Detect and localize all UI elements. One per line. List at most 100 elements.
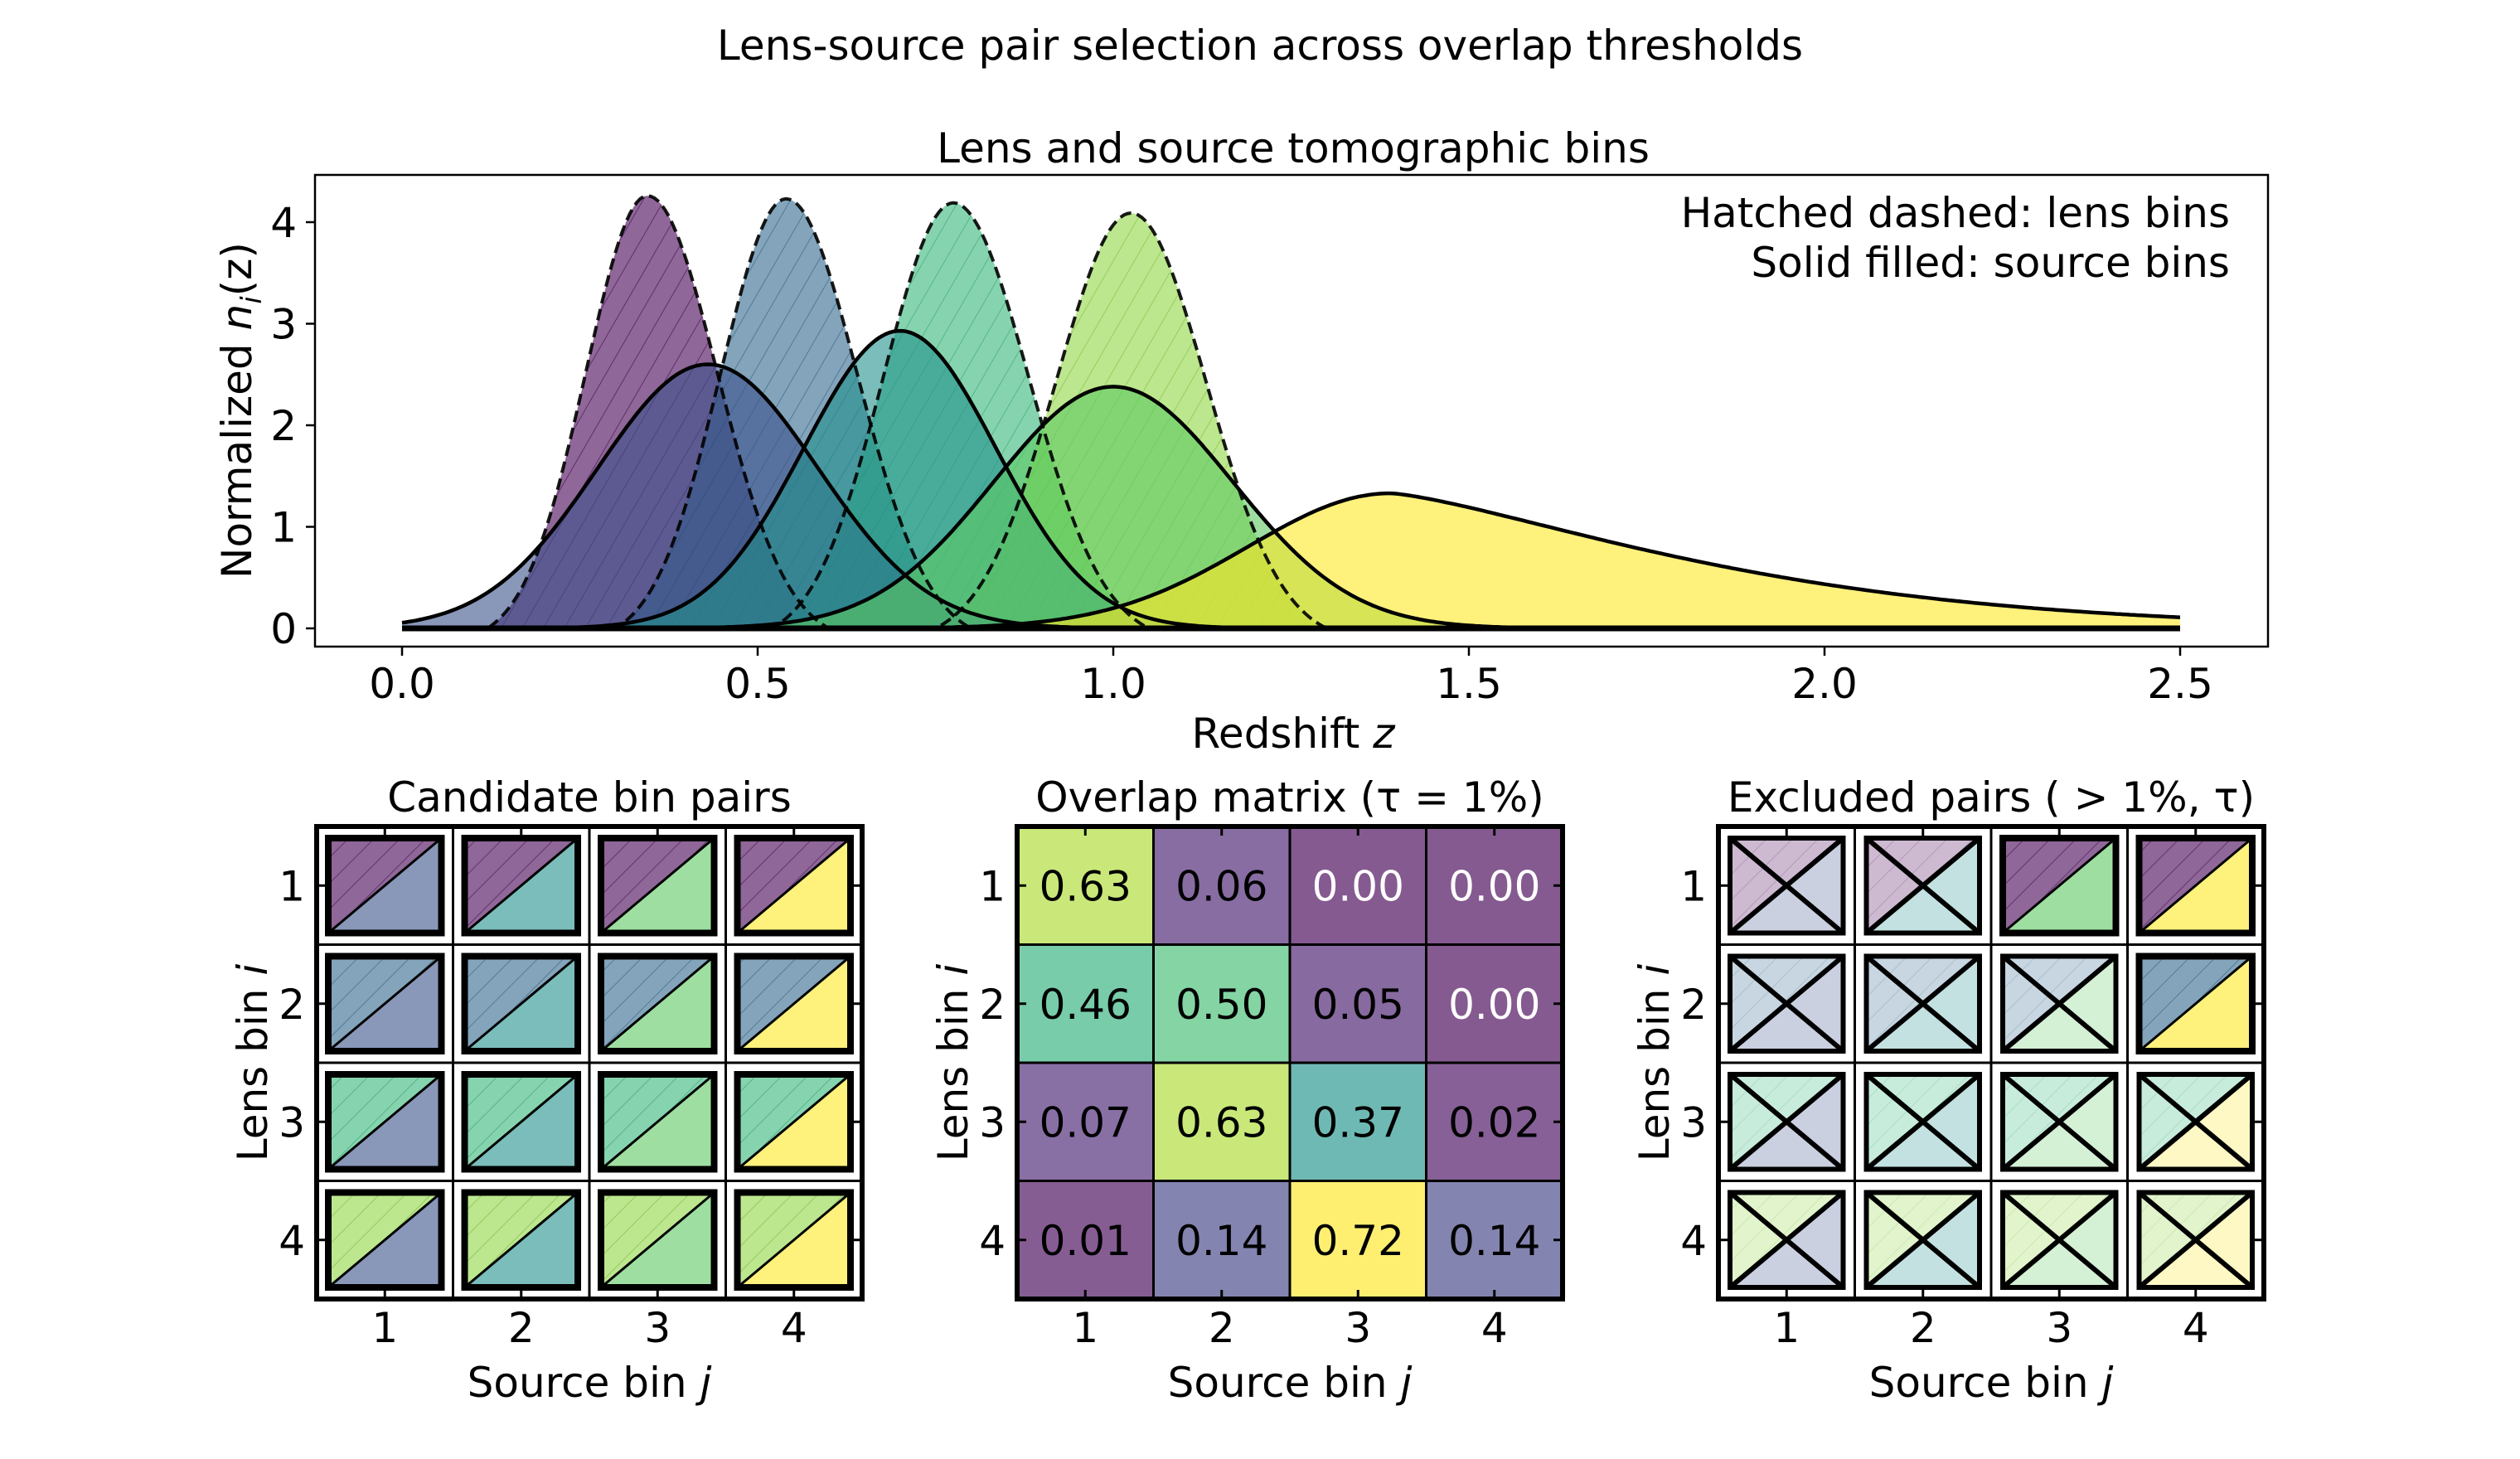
diagonal-divider (327, 1073, 443, 1171)
excluded-cell-3-4 (2136, 1072, 2255, 1172)
nz-ylabel-text: Normalized (213, 330, 261, 578)
diagonal-divider (327, 955, 443, 1053)
excluded-title: Excluded pairs ( > 1%, τ) (1728, 773, 2255, 822)
diagonal-divider (2002, 836, 2117, 934)
overlap-x-tick-label: 3 (1345, 1304, 1371, 1352)
x-tick-label: 0.0 (369, 660, 435, 708)
cell-frame (325, 835, 445, 937)
heatmap-cell (1015, 943, 1155, 1064)
candidates-cell-2-2 (461, 952, 581, 1054)
figure-suptitle: Lens-source pair selection across overla… (717, 22, 1803, 70)
heatmap-cell (1288, 943, 1427, 1064)
heatmap-cell (1425, 1180, 1564, 1301)
cell-frame (734, 835, 854, 937)
candidates-cell-4-3 (598, 1189, 718, 1291)
diagonal-divider (2138, 836, 2253, 934)
candidates-y-tick-label: 3 (279, 1098, 305, 1146)
diagonal-divider (463, 1191, 579, 1289)
y-tick-label: 1 (270, 504, 297, 552)
excluded-x-tick-label: 3 (2046, 1304, 2072, 1352)
diagonal-divider (463, 1073, 579, 1171)
cell-frame (2000, 1190, 2119, 1290)
heatmap-cell (1152, 1061, 1292, 1182)
cell-frame (1863, 1072, 1982, 1172)
source-bin-2-fill (402, 331, 2180, 628)
excluded-x-tick-label: 4 (2183, 1304, 2209, 1352)
candidates-x-tick-label: 3 (644, 1304, 671, 1352)
excluded-cell-3-3 (2000, 1072, 2119, 1172)
overlap-ylabel: Lens bin i (929, 964, 977, 1162)
overlap-xlabel: Source bin j (1168, 1359, 1413, 1407)
overlap-y-tick-label: 2 (979, 981, 1006, 1029)
heatmap-cell (1152, 825, 1292, 946)
nz-curves (401, 194, 2181, 632)
candidates-y-tick-label: 2 (279, 981, 305, 1029)
excluded-xlabel-text: Source bin (1869, 1359, 2102, 1407)
diagonal-divider (736, 1073, 851, 1171)
cell-frame (598, 952, 718, 1054)
excluded-y-tick-label: 3 (1680, 1098, 1707, 1146)
excluded-cell-2-1 (1728, 953, 1846, 1054)
x-tick-label: 1.0 (1080, 660, 1146, 708)
heatmap-cell-label: 0.14 (1448, 1217, 1540, 1265)
candidates-panel: Candidate bin pairs 1 2 3 4 1 2 3 4 Source bin j L… (229, 773, 865, 1407)
cell-frame (598, 1071, 718, 1173)
candidates-cell-3-2 (461, 1071, 581, 1173)
excluded-cell-1-4 (2135, 835, 2256, 937)
excluded-x-tick-label: 1 (1773, 1304, 1800, 1352)
heatmap-cell (1015, 1180, 1155, 1301)
candidates-ylabel-text: Lens bin (229, 976, 277, 1162)
y-tick-label: 0 (270, 605, 297, 653)
nz-ylabel-n: n (213, 304, 261, 331)
heatmap-cell-label: 0.02 (1448, 1098, 1540, 1146)
heatmap-cell (1288, 1180, 1427, 1301)
source-bin-4-fill (402, 493, 2180, 628)
cell-frame (461, 835, 581, 937)
heatmap-cell (1288, 1061, 1427, 1182)
cell-frame (598, 835, 718, 937)
diagonal-divider (463, 836, 579, 934)
diagonal-divider (600, 836, 715, 934)
x-tick-label: 0.5 (724, 660, 791, 708)
candidates-cell-2-1 (325, 952, 445, 1054)
exclusion-cross-icon (1864, 836, 1981, 935)
diagonal-divider (2138, 955, 2253, 1053)
candidates-cell-2-4 (734, 952, 854, 1054)
excluded-cell-2-3 (2000, 953, 2119, 1054)
excluded-cell-4-4 (2136, 1190, 2255, 1290)
x-tick-label: 2.5 (2147, 660, 2213, 708)
candidates-cell-1-4 (734, 835, 854, 937)
nz-axes-frame (313, 173, 2270, 648)
overlap-frame (1015, 824, 1565, 1301)
candidates-xlabel: Source bin j (468, 1359, 712, 1407)
candidates-x-tick-label: 2 (508, 1304, 535, 1352)
exclusion-cross-icon (1864, 1072, 1981, 1171)
cell-frame (2000, 953, 2119, 1054)
exclusion-cross-icon (1728, 954, 1845, 1054)
excluded-ylabel-var: i (1631, 964, 1679, 976)
candidates-cell-3-3 (598, 1071, 718, 1173)
cell-frame (1728, 953, 1846, 1054)
nz-title: Lens and source tomographic bins (937, 124, 1650, 172)
cell-frame (325, 1071, 445, 1173)
exclusion-cross-icon (1864, 954, 1981, 1054)
candidates-y-tick-label: 4 (279, 1217, 305, 1265)
nz-annotation-line-2: Solid filled: source bins (1751, 239, 2230, 287)
cell-frame (1999, 835, 2120, 937)
diagonal-divider (327, 1191, 443, 1289)
heatmap-cell-label: 0.01 (1040, 1217, 1132, 1265)
cell-frame (2136, 1072, 2255, 1172)
excluded-ylabel-text: Lens bin (1631, 976, 1679, 1162)
overlap-ylabel-var: i (929, 964, 977, 976)
nz-panel: Lens and source tomographic bins 0.0 0.5 1… (213, 124, 2270, 758)
heatmap-cell-label: 0.72 (1312, 1217, 1404, 1265)
cell-frame (598, 1189, 718, 1291)
excluded-cell-1-2 (1863, 836, 1982, 936)
exclusion-cross-icon (1728, 1072, 1845, 1171)
y-tick-label: 4 (270, 199, 297, 247)
diagonal-divider (600, 1191, 715, 1289)
cell-frame (325, 1189, 445, 1291)
excluded-cell-2-2 (1863, 953, 1982, 1054)
heatmap-cell (1152, 943, 1292, 1064)
diagonal-divider (736, 1191, 851, 1289)
